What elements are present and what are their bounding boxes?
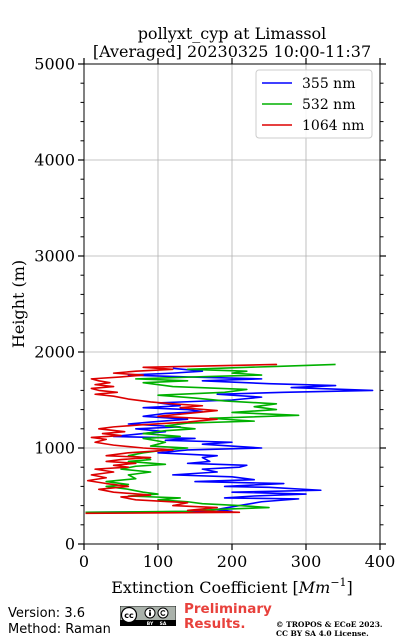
x-axis-label-text: Extinction Coefficient [ <box>111 578 299 597</box>
svg-text:cc: cc <box>124 611 134 620</box>
series-line-532-nm <box>85 363 336 514</box>
x-axis-unit-exponent: −1 <box>330 576 346 589</box>
legend-label-1064: 1064 nm <box>302 118 364 134</box>
preliminary-line-1: Preliminary <box>184 601 272 617</box>
x-tick-label: 0 <box>79 552 89 571</box>
y-tick-label: 0 <box>65 535 75 554</box>
x-tick-label: 100 <box>143 552 174 571</box>
legend-box <box>255 69 373 139</box>
y-tick-label: 5000 <box>34 55 75 74</box>
version-text: Version: 3.6 <box>8 606 85 621</box>
y-tick-label: 3000 <box>34 247 75 266</box>
series-line-1064-nm <box>85 363 278 515</box>
license-notice: © TROPOS & ECoE 2023. CC BY SA 4.0 Licen… <box>276 620 383 638</box>
chart-title: pollyxt_cyp at Limassol <box>138 24 327 43</box>
cc-badge-sa: SA <box>160 621 167 626</box>
legend-label-355: 355 nm <box>302 76 355 92</box>
x-axis-unit: Mm <box>298 578 331 597</box>
license-text: CC BY SA 4.0 License. <box>276 629 369 638</box>
y-tick-label: 4000 <box>34 151 75 170</box>
y-axis-label: Height (m) <box>9 260 28 348</box>
series-line-355-nm <box>85 367 374 514</box>
cc-by-sa-icon: cc BY SA <box>120 606 176 626</box>
preliminary-line-2: Results. <box>184 616 246 632</box>
legend-label-532: 532 nm <box>302 97 355 113</box>
x-axis-label: Extinction Coefficient [Mm−1] <box>111 576 353 597</box>
preliminary-notice: Preliminary Results. <box>184 602 272 632</box>
y-tick-label: 2000 <box>34 343 75 362</box>
legend: 355 nm 532 nm 1064 nm <box>255 69 373 139</box>
footer-info: Version: 3.6 Method: Raman <box>8 606 111 638</box>
x-tick-label: 400 <box>365 552 396 571</box>
copyright-text: © TROPOS & ECoE 2023. <box>276 620 383 629</box>
series-layer <box>85 363 374 515</box>
x-tick-label: 300 <box>291 552 322 571</box>
x-axis-label-close: ] <box>347 578 353 597</box>
chart-subtitle: [Averaged] 20230325 10:00-11:37 <box>93 42 371 61</box>
y-tick-label: 1000 <box>34 439 75 458</box>
method-text: Method: Raman <box>8 622 111 637</box>
x-tick-label: 200 <box>217 552 248 571</box>
cc-badge-by: BY <box>147 621 154 626</box>
